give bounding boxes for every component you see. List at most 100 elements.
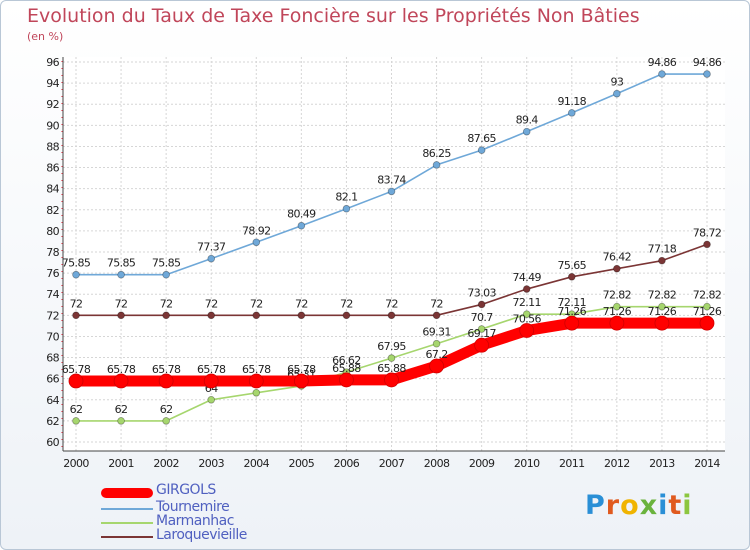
legend-label-marmanhac: Marmanhac: [156, 513, 234, 529]
data-label: 66.62: [332, 354, 361, 367]
logo-letter: P: [585, 490, 606, 521]
data-point: [68, 373, 84, 389]
data-point: [564, 315, 580, 331]
data-point: [293, 373, 309, 389]
data-point: [207, 311, 216, 320]
data-point: [297, 221, 306, 230]
data-point: [387, 354, 396, 362]
legend-swatch-marmanhac: [101, 522, 153, 524]
data-point: [252, 389, 261, 397]
data-label: 72: [340, 297, 353, 310]
logo-letter: t: [668, 490, 683, 521]
data-label: 65.78: [62, 363, 91, 376]
data-label: 72: [70, 297, 83, 310]
data-label: 72.82: [693, 289, 722, 302]
data-point: [252, 311, 261, 320]
data-point: [117, 270, 125, 279]
unit-label: (en %): [27, 30, 64, 43]
data-point: [613, 89, 621, 98]
data-label: 75.65: [558, 259, 587, 272]
legend-swatch-laroquevieille: [101, 536, 153, 538]
y-tick-label: 86: [46, 162, 59, 175]
data-label: 82.1: [335, 191, 357, 204]
data-label: 62: [115, 403, 128, 416]
y-tick-label: 78: [46, 246, 59, 259]
data-label: 73.03: [467, 286, 496, 299]
data-point: [477, 300, 486, 309]
data-point: [162, 417, 170, 425]
data-point: [162, 311, 170, 320]
data-point: [703, 70, 711, 78]
data-point: [613, 302, 621, 311]
data-label: 75.85: [107, 257, 136, 270]
x-tick-label: 2011: [559, 457, 585, 470]
y-tick-label: 94: [46, 77, 59, 90]
data-label: 65.88: [377, 362, 406, 375]
data-label: 65.88: [332, 362, 361, 375]
data-label: 72: [430, 297, 443, 310]
data-point: [522, 285, 531, 293]
y-tick-label: 88: [46, 140, 59, 153]
data-label: 71.26: [603, 305, 632, 318]
x-tick-label: 2006: [334, 457, 360, 470]
data-label: 78.92: [242, 224, 271, 237]
legend-swatch-girgols: [101, 488, 153, 498]
data-label: 76.42: [603, 251, 632, 264]
y-tick-label: 60: [46, 436, 59, 449]
data-point: [699, 315, 715, 331]
data-label: 72: [385, 297, 398, 310]
data-point: [658, 302, 666, 311]
data-label: 71.26: [558, 305, 587, 318]
data-label: 83.74: [377, 173, 406, 186]
y-tick-label: 92: [46, 98, 59, 111]
data-point: [117, 417, 125, 425]
data-label: 65.78: [242, 363, 271, 376]
data-label: 72.11: [512, 296, 541, 309]
data-point: [113, 373, 129, 389]
data-point: [432, 161, 441, 169]
data-point: [297, 311, 306, 320]
data-point: [703, 302, 711, 311]
data-label: 89.4: [516, 114, 539, 127]
y-tick-label: 74: [46, 288, 59, 301]
data-point: [703, 240, 711, 249]
legend-label-girgols: GIRGOLS: [156, 482, 216, 498]
logo-letter: i: [682, 490, 693, 521]
x-tick-label: 2012: [604, 457, 630, 470]
data-label: 67.2: [426, 348, 448, 361]
data-point: [609, 315, 625, 331]
data-label: 86.25: [422, 147, 451, 160]
data-label: 91.18: [558, 95, 587, 108]
data-point: [477, 325, 486, 333]
data-point: [654, 315, 670, 331]
data-point: [342, 311, 351, 320]
proxiti-logo: Proxiti: [585, 490, 693, 521]
legend-label-laroquevieille: Laroquevieille: [156, 527, 247, 543]
data-point: [342, 204, 351, 213]
logo-letter: r: [605, 490, 621, 521]
series-girgols: 65.78 65.78 65.78 65.78 65.78 65.78 65.88 65.88…: [62, 305, 722, 389]
data-point: [162, 270, 170, 279]
y-tick-label: 62: [46, 415, 59, 428]
data-point: [207, 395, 216, 404]
logo-letter: x: [639, 490, 659, 521]
x-tick-label: 2008: [424, 457, 450, 470]
data-point: [613, 264, 621, 273]
data-label: 72: [250, 297, 263, 310]
data-label: 65.78: [152, 363, 181, 376]
data-label: 80.49: [287, 208, 316, 221]
x-tick-label: 2003: [198, 457, 224, 470]
y-tick-label: 82: [46, 204, 59, 217]
x-tick-label: 2000: [63, 457, 89, 470]
data-label: 72.82: [648, 289, 677, 302]
data-point: [522, 127, 531, 136]
data-point: [203, 373, 219, 389]
data-point: [207, 254, 216, 263]
legend-swatch-tournemire: [101, 508, 153, 510]
data-point: [248, 373, 264, 389]
data-point: [432, 311, 441, 320]
data-point: [432, 339, 441, 348]
y-tick-label: 68: [46, 352, 59, 365]
y-tick-label: 66: [46, 373, 59, 386]
